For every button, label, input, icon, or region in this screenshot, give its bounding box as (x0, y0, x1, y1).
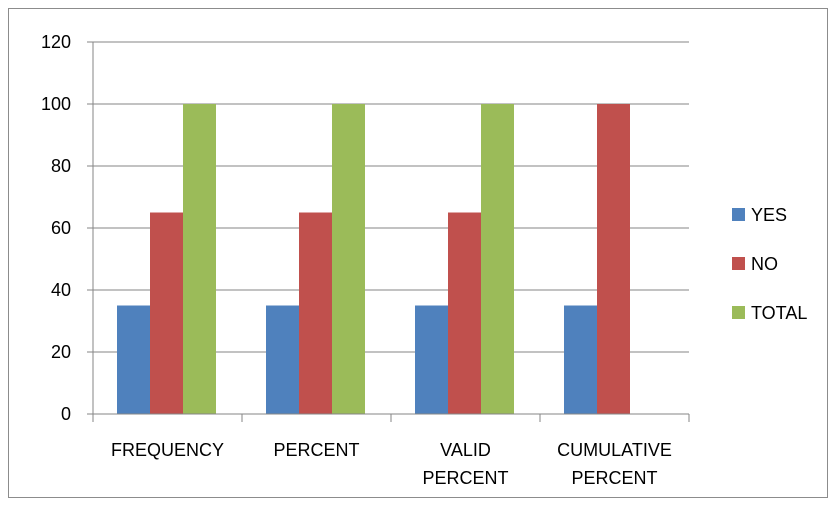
bar-total-2 (481, 104, 514, 414)
legend: YES NO TOTAL (732, 205, 807, 323)
y-tick-label: 20 (51, 342, 71, 362)
y-tick-label: 80 (51, 156, 71, 176)
y-tick-label: 40 (51, 280, 71, 300)
bar-no-3 (597, 104, 630, 414)
bar-yes-1 (266, 305, 299, 414)
legend-swatch-yes (732, 208, 745, 221)
y-axis-ticks: 0 20 40 60 80 100 120 (41, 32, 93, 424)
x-tick-label: PERCENT (571, 468, 657, 488)
y-tick-label: 100 (41, 94, 71, 114)
y-tick-label: 60 (51, 218, 71, 238)
bar-total-1 (332, 104, 365, 414)
bar-no-1 (299, 212, 332, 414)
bar-total-0 (183, 104, 216, 414)
legend-swatch-total (732, 306, 745, 319)
bars (117, 104, 630, 414)
legend-swatch-no (732, 257, 745, 270)
legend-label-no: NO (751, 254, 778, 274)
x-tick-label: FREQUENCY (111, 440, 224, 460)
chart-frame (8, 8, 828, 498)
bar-yes-3 (564, 305, 597, 414)
bar-yes-2 (415, 305, 448, 414)
x-tick-label: CUMULATIVE (557, 440, 672, 460)
y-tick-label: 0 (61, 404, 71, 424)
y-tick-label: 120 (41, 32, 71, 52)
bar-no-0 (150, 212, 183, 414)
legend-label-yes: YES (751, 205, 787, 225)
bar-yes-0 (117, 305, 150, 414)
bar-no-2 (448, 212, 481, 414)
x-axis-ticks: FREQUENCY PERCENT VALID PERCENT CUMULATIVE PE… (92, 414, 690, 488)
x-tick-label: PERCENT (422, 468, 508, 488)
x-tick-label: PERCENT (273, 440, 359, 460)
legend-label-total: TOTAL (751, 303, 807, 323)
x-tick-label: VALID (440, 440, 491, 460)
